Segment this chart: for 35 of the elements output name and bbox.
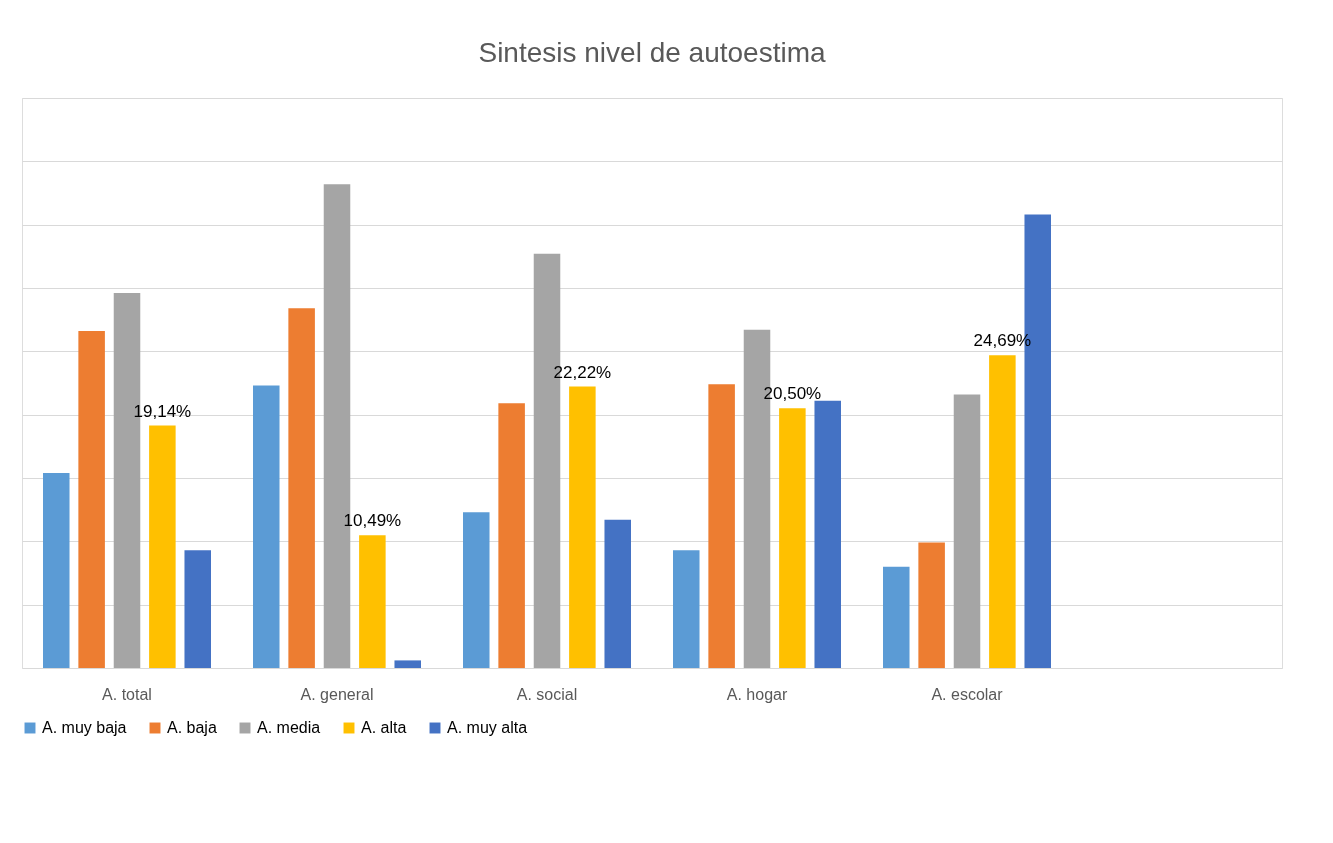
bar: [604, 519, 631, 668]
bar: [184, 550, 211, 668]
bar: [779, 408, 806, 668]
bar: [43, 472, 70, 668]
legend-label: A. alta: [361, 719, 407, 736]
bar: [288, 308, 315, 668]
bar: [78, 331, 105, 668]
bar: [253, 385, 280, 668]
bar: [569, 386, 596, 668]
x-tick-label: A. hogar: [726, 685, 788, 703]
bar: [918, 542, 945, 668]
bar: [359, 535, 386, 668]
legend-label: A. muy alta: [447, 719, 528, 736]
bar: [498, 403, 525, 668]
legend-label: A. baja: [167, 719, 217, 736]
x-tick-label: A. escolar: [931, 685, 1004, 703]
data-label: 19,14%: [133, 401, 192, 421]
x-tick-label: A. social: [516, 685, 578, 703]
bar: [883, 566, 910, 668]
bar: [953, 394, 981, 668]
data-label: 20,50%: [763, 384, 822, 404]
x-tick-label: A. general: [300, 685, 374, 703]
bar: [394, 660, 421, 668]
bar: [463, 512, 490, 668]
bar: [708, 384, 735, 668]
chart-title: Sintesis nivel de autoestima: [478, 37, 826, 68]
data-label: 10,49%: [343, 511, 402, 531]
legend-label: A. muy baja: [42, 719, 127, 736]
legend-label: A. media: [257, 719, 321, 736]
bar: [814, 400, 841, 668]
bar: [673, 550, 700, 668]
bar: [989, 355, 1016, 668]
data-label: 22,22%: [553, 362, 612, 382]
x-tick-label: A. total: [102, 685, 152, 703]
bar: [149, 425, 176, 668]
